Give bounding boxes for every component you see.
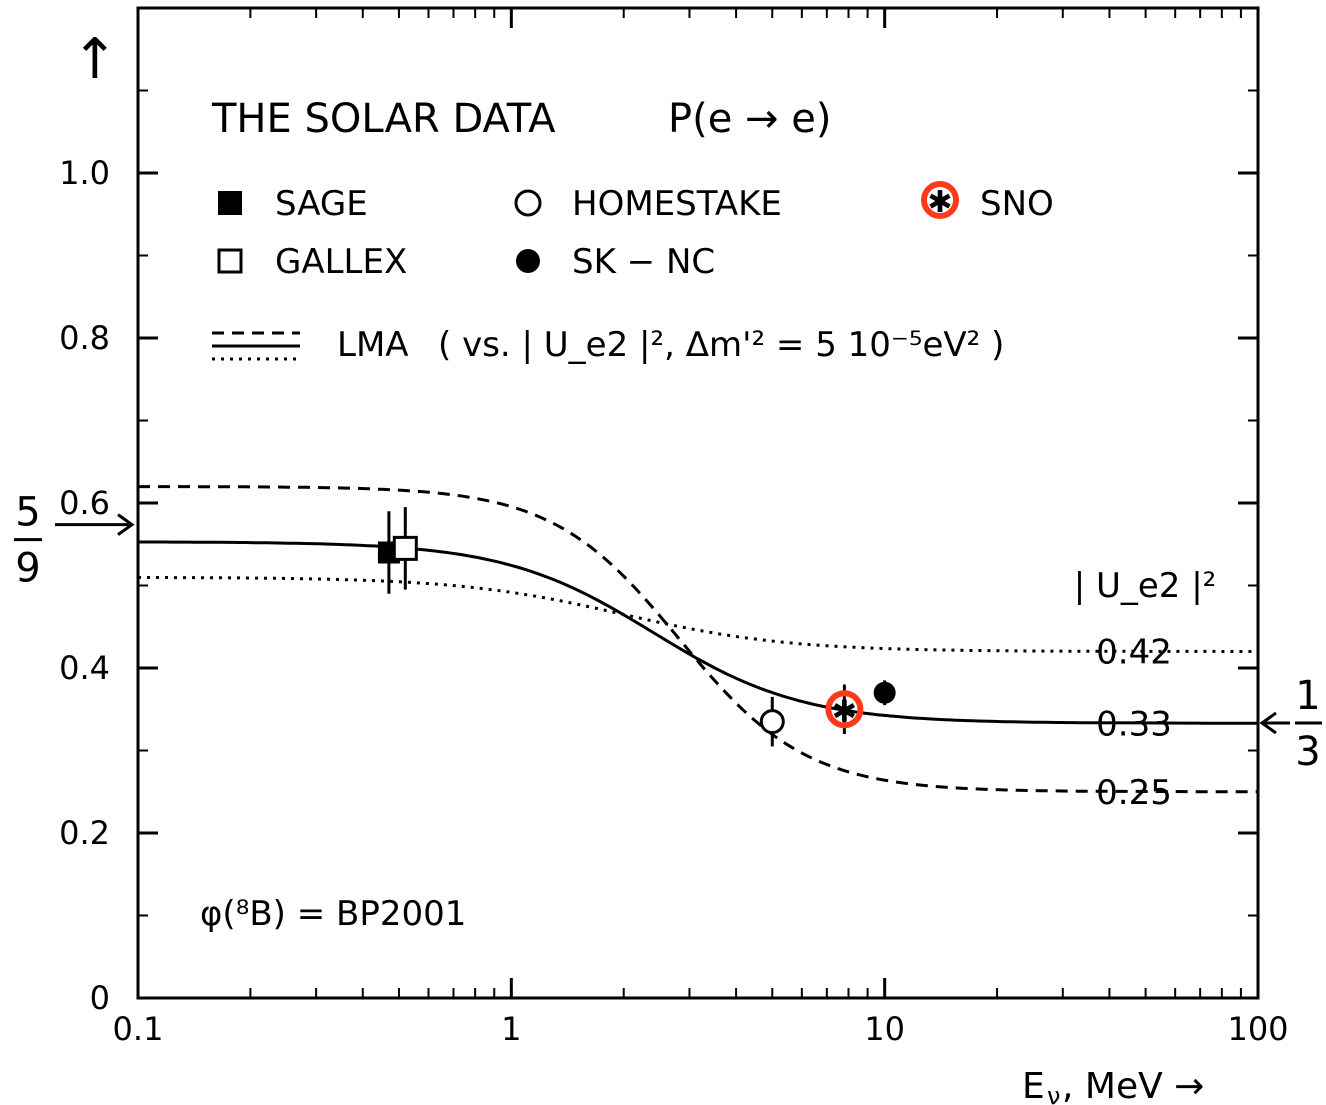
legend-marker-sno-ring (921, 181, 959, 219)
x-axis-label-sub: ν (1047, 1082, 1060, 1105)
x-axis-label: E (1022, 1066, 1045, 1105)
left-arrow-head (117, 513, 135, 536)
legend-label: SNO (980, 184, 1054, 224)
y-tick-label: 0.2 (59, 814, 110, 852)
curve-label: 0.33 (1096, 704, 1172, 744)
x-axis-unit: , MeV → (1062, 1066, 1204, 1105)
y-tick-label: 0.4 (59, 649, 110, 687)
y-tick-label: 0.8 (59, 319, 110, 357)
chart-subtitle: P(e → e) (668, 96, 832, 142)
right-fraction-num: 1 (1295, 673, 1320, 719)
left-fraction-den: 9 (15, 546, 40, 592)
legend-marker-homestake (514, 189, 542, 217)
legend-label: SAGE (275, 184, 368, 224)
y-tick-label: 0 (90, 979, 110, 1017)
point-homestake (759, 709, 785, 735)
plot-frame (136, 6, 1260, 1000)
curve-label: 0.42 (1096, 633, 1172, 673)
curve-label: 0.25 (1096, 773, 1172, 813)
point-gallex (392, 535, 418, 561)
point-sk-nc (873, 681, 896, 704)
legend-label: GALLEX (275, 242, 407, 282)
x-tick-label: 1 (501, 1010, 521, 1048)
right-fraction-den: 3 (1295, 729, 1320, 775)
x-tick-label: 100 (1227, 1010, 1288, 1048)
legend-marker-sk-nc (516, 249, 540, 273)
point-sno-star: ✱ (832, 694, 857, 729)
x-tick-label: 10 (864, 1010, 905, 1048)
y-tick-label: 0.6 (59, 484, 110, 522)
left-fraction-num: 5 (15, 490, 40, 536)
lma-curve-dashed (138, 485, 1258, 794)
plot-border (136, 6, 1260, 1000)
lma-curve-solid (138, 540, 1258, 725)
legend: SAGE GALLEX HOMESTAKE SK − NC ✱ SNO LMA ( vs. |… (212, 181, 1054, 365)
lma-curve-dotted (138, 576, 1258, 653)
curve-header: | U_e2 |² (1074, 566, 1217, 606)
data-points: ✱ (377, 507, 896, 747)
point-sno-ring (825, 690, 864, 729)
axis-ticks: 0 0.2 0.4 0.6 0.8 1.0 0.1 1 10 100 (59, 8, 1289, 1048)
lma-label: LMA (337, 325, 409, 365)
legend-marker-sage (218, 191, 242, 215)
labels: THE SOLAR DATA P(e → e) φ(⁸B) = BP2001 ↑ E ν,… (14, 27, 1322, 1105)
legend-label: SK − NC (572, 242, 715, 282)
chart-title: THE SOLAR DATA (211, 96, 556, 142)
legend-marker-gallex (217, 248, 243, 274)
lma-curves: 0.42 0.33 0.25 | U_e2 |² (138, 485, 1258, 813)
lma-params: ( vs. | U_e2 |², Δm'² = 5 10⁻⁵eV² ) (438, 325, 1004, 365)
x-tick-label: 0.1 (113, 1010, 164, 1048)
flux-annotation: φ(⁸B) = BP2001 (200, 894, 466, 934)
right-arrow-head (1259, 711, 1277, 735)
y-tick-label: 1.0 (59, 154, 110, 192)
legend-label: HOMESTAKE (572, 184, 782, 224)
legend-marker-sno-star: ✱ (927, 185, 952, 220)
y-axis-arrow: ↑ (72, 27, 119, 92)
